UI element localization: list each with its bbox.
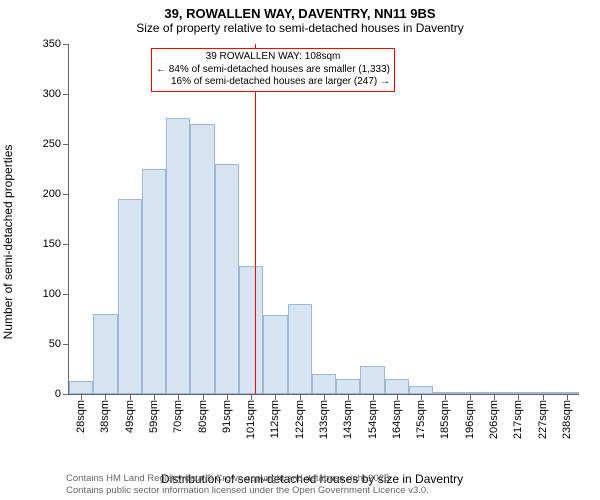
x-tick-label: 80sqm (197, 400, 209, 433)
histogram-bar (118, 199, 142, 394)
x-tick-label: 143sqm (342, 400, 354, 439)
x-tick-label: 112sqm (269, 400, 281, 438)
plot-region: 05010015020025030035028sqm38sqm49sqm59sq… (68, 44, 579, 395)
x-tick-label: 206sqm (488, 400, 500, 439)
histogram-bar (263, 315, 287, 394)
histogram-bar (93, 314, 117, 394)
y-tick-label: 0 (55, 388, 61, 400)
y-tick (63, 244, 69, 245)
histogram-bar (288, 304, 312, 394)
y-tick-label: 250 (43, 138, 61, 150)
annotation-line: 16% of semi-detached houses are larger (… (156, 76, 390, 89)
histogram-bar (360, 366, 384, 394)
histogram-bar (385, 379, 409, 394)
x-tick-label: 185sqm (439, 400, 451, 439)
y-tick (63, 294, 69, 295)
x-tick-label: 59sqm (148, 400, 160, 433)
x-tick-label: 175sqm (415, 400, 427, 439)
x-tick-label: 70sqm (172, 400, 184, 433)
y-tick-label: 50 (49, 338, 61, 350)
x-tick-label: 154sqm (367, 400, 379, 439)
chart-title-sub: Size of property relative to semi-detach… (0, 21, 600, 35)
y-tick-label: 200 (43, 188, 61, 200)
x-tick-label: 28sqm (75, 400, 87, 433)
y-tick (63, 194, 69, 195)
x-tick-label: 217sqm (512, 400, 524, 439)
x-tick-label: 227sqm (537, 400, 549, 439)
y-tick (63, 44, 69, 45)
y-tick (63, 344, 69, 345)
histogram-bar (142, 169, 166, 394)
reference-line (255, 44, 256, 394)
y-tick-label: 100 (43, 288, 61, 300)
x-tick-label: 196sqm (464, 400, 476, 439)
x-tick-label: 164sqm (391, 400, 403, 439)
y-tick (63, 394, 69, 395)
annotation-line: ← 84% of semi-detached houses are smalle… (156, 64, 390, 77)
footer-line-1: Contains HM Land Registry data © Crown c… (66, 473, 429, 484)
x-tick-label: 101sqm (245, 400, 257, 439)
annotation-line: 39 ROWALLEN WAY: 108sqm (156, 51, 390, 64)
x-tick-label: 91sqm (221, 400, 233, 433)
x-tick-label: 49sqm (124, 400, 136, 433)
y-tick (63, 144, 69, 145)
footer-line-2: Contains public sector information licen… (66, 485, 429, 496)
histogram-bar (215, 164, 239, 394)
histogram-bar (190, 124, 214, 394)
x-tick-label: 38sqm (99, 400, 111, 433)
chart-title-block: 39, ROWALLEN WAY, DAVENTRY, NN11 9BS Siz… (0, 0, 600, 35)
histogram-bar (239, 266, 263, 394)
y-tick-label: 300 (43, 88, 61, 100)
annotation-box: 39 ROWALLEN WAY: 108sqm← 84% of semi-det… (151, 48, 395, 92)
x-tick-label: 238sqm (561, 400, 573, 439)
histogram-bar (312, 374, 336, 394)
chart-title-main: 39, ROWALLEN WAY, DAVENTRY, NN11 9BS (0, 6, 600, 21)
y-tick-label: 350 (43, 38, 61, 50)
histogram-bar (409, 386, 433, 394)
attribution-footer: Contains HM Land Registry data © Crown c… (66, 473, 429, 496)
chart-area: Number of semi-detached properties 05010… (38, 44, 586, 440)
histogram-bar (69, 381, 93, 394)
x-tick-label: 122sqm (294, 400, 306, 439)
histogram-bar (336, 379, 360, 394)
histogram-bar (166, 118, 190, 394)
x-tick-label: 133sqm (318, 400, 330, 439)
y-tick (63, 94, 69, 95)
y-axis-label: Number of semi-detached properties (1, 145, 15, 340)
y-tick-label: 150 (43, 238, 61, 250)
